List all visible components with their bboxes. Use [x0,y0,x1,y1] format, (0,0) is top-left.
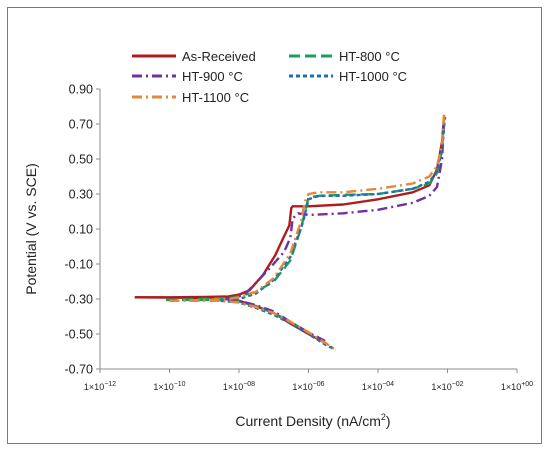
x-axis-title-end: ) [386,413,391,429]
chart-frame [7,7,542,444]
x-tick-label: 1×10+00 [501,381,533,392]
x-tick-label: 1×10−06 [292,381,324,392]
x-axis-title-main: Current Density (nA/cm [235,413,380,429]
series-ht-1000-c-cathodic [220,299,337,351]
legend-label-as-received: As-Received [182,49,256,64]
series-ht-900-c-anodic [225,120,446,301]
y-tick-label: -0.30 [65,293,94,307]
y-tick-label: -0.10 [65,258,94,272]
x-tick-label: 1×10−10 [153,381,185,392]
x-tick-label: 1×10−12 [84,381,116,392]
series-as-received-anodic [134,115,446,299]
x-tick-label: 1×10−02 [431,381,463,392]
y-tick-label: -0.70 [65,363,94,377]
y-tick-label: -0.50 [65,328,94,342]
x-axis-title: Current Density (nA/cm2) [235,412,390,429]
legend-label-ht-1100-c: HT-1100 °C [182,90,249,105]
series-ht-800-c-cathodic [166,298,334,349]
legend: As-Received HT-800 °C HT-900 °C HT-1000 °C H… [132,49,407,105]
series-ht-1100-c-anodic [169,113,446,302]
y-tick-label: 0.10 [69,223,93,237]
series-ht-1000-c-anodic [220,116,447,302]
x-tick-label: 1×10−08 [223,381,255,392]
y-tick-label: 0.30 [69,188,93,202]
y-tick-labels: 0.90 0.70 0.50 0.30 0.10 -0.10 -0.30 -0.50 -0.70 [65,83,94,377]
legend-label-ht-1000-c: HT-1000 °C [339,69,407,84]
y-axis-title: Potential (V vs. SCE) [23,163,39,295]
legend-label-ht-800-c: HT-800 °C [339,49,400,64]
y-tick-label: 0.70 [69,118,93,132]
series-ht-1100-c-cathodic [169,299,337,351]
x-axis-title-sup: 2 [381,412,386,422]
series-ht-800-c-anodic [166,116,446,302]
x-tick-labels: 1×10−12 1×10−10 1×10−08 1×10−06 1×10−04 1×10−… [84,381,533,392]
axes [96,88,518,373]
y-tick-label: 0.90 [69,83,93,97]
series-as-received-cathodic [134,296,326,344]
series-curves [134,113,447,351]
legend-label-ht-900-c: HT-900 °C [182,69,243,84]
x-tick-label: 1×10−04 [362,381,394,392]
y-tick-label: 0.50 [69,153,93,167]
